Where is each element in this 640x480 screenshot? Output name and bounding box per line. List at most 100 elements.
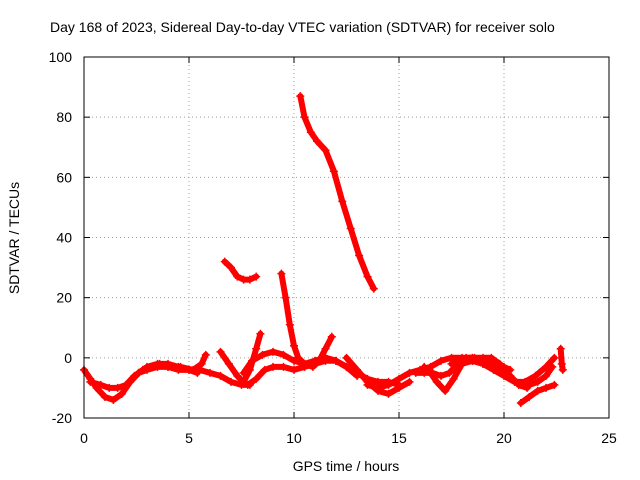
x-tick-label: 15	[391, 430, 407, 446]
y-tick-label: 40	[56, 230, 72, 246]
data-point-marker	[363, 380, 372, 389]
data-point-marker	[342, 362, 351, 371]
x-tick-label: 5	[185, 430, 193, 446]
data-point-marker	[321, 146, 330, 155]
data-point-marker	[117, 389, 126, 398]
data-series	[80, 92, 567, 407]
data-point-marker	[130, 371, 139, 380]
data-point-marker	[329, 167, 338, 176]
data-point-marker	[239, 377, 248, 386]
data-point-marker	[500, 368, 508, 377]
data-point-marker	[224, 359, 233, 368]
data-point-marker	[256, 329, 265, 338]
data-point-marker	[548, 362, 557, 371]
data-point-marker	[426, 368, 435, 377]
data-point-marker	[525, 392, 534, 401]
data-point-marker	[445, 368, 454, 377]
data-point-marker	[233, 272, 242, 281]
data-point-marker	[531, 371, 540, 380]
data-point-marker	[197, 359, 206, 368]
data-point-marker	[105, 383, 114, 392]
data-point-marker	[216, 371, 225, 380]
data-point-marker	[248, 356, 256, 365]
series-track-4	[220, 257, 261, 284]
data-point-marker	[216, 347, 225, 356]
data-point-marker	[508, 374, 517, 383]
data-point-marker	[327, 332, 336, 341]
data-point-marker	[153, 359, 162, 368]
data-point-marker	[258, 350, 267, 359]
data-point-marker	[363, 272, 372, 281]
data-point-marker	[300, 113, 309, 122]
y-tick-label: 80	[56, 109, 72, 125]
data-point-marker	[313, 137, 322, 146]
data-point-marker	[338, 197, 347, 206]
data-point-marker	[533, 377, 542, 386]
axis-ticks: 0 5 10 15 20 25 -20 0 20 40 60 80 100	[49, 49, 617, 446]
data-point-marker	[281, 293, 290, 302]
data-point-marker	[233, 371, 242, 380]
data-point-marker	[556, 344, 565, 353]
data-point-marker	[143, 362, 151, 371]
data-point-marker	[437, 371, 445, 380]
data-point-marker	[550, 353, 559, 362]
data-point-marker	[227, 263, 235, 272]
data-point-marker	[395, 374, 403, 383]
series-track-9	[296, 92, 378, 293]
data-point-marker	[294, 353, 303, 362]
data-point-marker	[355, 251, 364, 260]
series-track-17	[516, 380, 559, 407]
y-tick-label: 0	[64, 350, 72, 366]
y-tick-label: 60	[56, 169, 72, 185]
data-point-marker	[306, 128, 315, 137]
data-point-marker	[405, 377, 414, 386]
series-track-18	[556, 344, 567, 374]
data-point-marker	[109, 395, 118, 404]
data-point-marker	[489, 365, 498, 374]
series-path	[278, 270, 335, 370]
data-point-marker	[346, 224, 355, 233]
y-tick-label: 20	[56, 290, 72, 306]
data-point-marker	[420, 362, 429, 371]
data-point-marker	[411, 368, 420, 377]
data-point-marker	[395, 383, 403, 392]
y-axis-label: SDTVAR / TECUs	[6, 182, 22, 294]
x-tick-label: 25	[601, 430, 617, 446]
data-point-marker	[201, 350, 210, 359]
data-point-marker	[239, 368, 248, 377]
data-point-marker	[206, 368, 214, 377]
data-point-marker	[558, 365, 567, 374]
data-point-marker	[227, 377, 235, 386]
data-point-marker	[516, 398, 525, 407]
data-point-marker	[321, 344, 330, 353]
data-point-marker	[86, 377, 95, 386]
data-point-marker	[101, 392, 109, 401]
data-point-marker	[269, 347, 277, 356]
data-point-marker	[479, 359, 487, 368]
data-point-marker	[384, 389, 393, 398]
data-point-marker	[369, 284, 378, 293]
data-point-marker	[290, 365, 298, 374]
data-point-marker	[290, 356, 298, 365]
data-point-marker	[195, 365, 204, 374]
data-point-marker	[122, 380, 130, 389]
data-point-marker	[260, 365, 269, 374]
data-point-marker	[542, 371, 550, 380]
data-point-marker	[311, 356, 319, 365]
data-point-marker	[245, 275, 254, 284]
data-point-marker	[384, 380, 393, 389]
data-point-marker	[290, 341, 298, 350]
data-point-marker	[277, 269, 286, 278]
data-point-marker	[252, 374, 261, 383]
data-point-marker	[185, 365, 193, 374]
data-point-marker	[279, 350, 288, 359]
data-point-marker	[252, 272, 261, 281]
data-point-marker	[321, 353, 330, 362]
data-point-marker	[516, 380, 525, 389]
data-point-marker	[296, 92, 305, 101]
data-point-marker	[437, 356, 445, 365]
data-point-marker	[506, 365, 515, 374]
data-point-marker	[164, 359, 172, 368]
data-point-marker	[557, 359, 566, 368]
